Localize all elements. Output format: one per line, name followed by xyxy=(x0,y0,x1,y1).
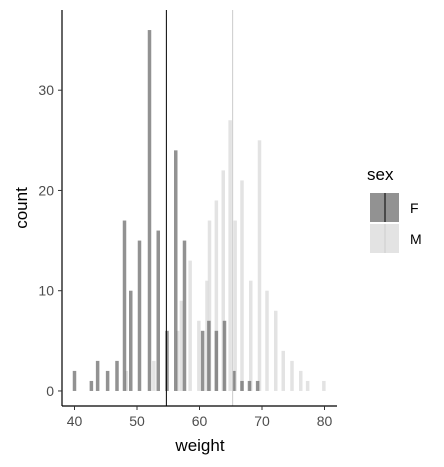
bar-m xyxy=(305,380,310,391)
bar-m xyxy=(228,120,232,391)
x-axis-title: weight xyxy=(174,436,224,455)
y-axis-title: count xyxy=(12,187,31,229)
bar-f xyxy=(255,380,260,391)
bars-layer xyxy=(72,30,326,391)
bar-f xyxy=(156,230,160,391)
legend-label-f: F xyxy=(410,200,419,216)
bar-m xyxy=(207,220,212,391)
legend-title: sex xyxy=(367,165,394,184)
bar-m xyxy=(175,330,180,391)
y-tick-label: 10 xyxy=(38,283,54,299)
bar-m xyxy=(299,370,303,391)
mean-lines-layer xyxy=(165,10,234,406)
bar-m xyxy=(274,310,278,391)
legend: sex FM xyxy=(367,165,422,253)
bar-m xyxy=(152,360,156,391)
bar-f xyxy=(115,360,119,391)
y-tick-label: 0 xyxy=(46,383,54,399)
bar-f xyxy=(214,330,219,391)
bar-f xyxy=(182,240,187,391)
x-tick-label: 50 xyxy=(129,413,145,429)
bar-m xyxy=(322,380,326,391)
bar-f xyxy=(232,370,236,391)
bar-m xyxy=(257,140,262,391)
x-tick-label: 60 xyxy=(192,413,208,429)
y-ticks: 0 10 20 30 xyxy=(38,82,62,399)
x-tick-label: 80 xyxy=(317,413,333,429)
y-tick-label: 20 xyxy=(38,182,54,198)
y-tick-label: 30 xyxy=(38,82,54,98)
bar-f xyxy=(207,320,211,391)
bar-f xyxy=(137,240,142,391)
x-tick-label: 70 xyxy=(254,413,270,429)
bar-m xyxy=(265,290,269,391)
bar-m xyxy=(240,180,244,391)
bar-f xyxy=(200,330,205,391)
bar-f xyxy=(89,380,94,391)
bar-f xyxy=(72,370,77,391)
bar-f xyxy=(240,380,244,391)
bar-m xyxy=(179,300,184,391)
bar-f xyxy=(129,290,133,391)
bar-f xyxy=(222,320,227,391)
bar-m xyxy=(188,260,192,391)
bar-m xyxy=(249,280,253,391)
bar-m xyxy=(281,350,285,391)
bar-m xyxy=(290,360,294,391)
x-tick-label: 40 xyxy=(67,413,83,429)
bar-f xyxy=(147,30,152,391)
bar-m xyxy=(233,220,237,391)
legend-label-m: M xyxy=(410,231,422,247)
bar-f xyxy=(174,150,178,391)
bar-m xyxy=(197,320,201,391)
bar-m xyxy=(124,370,129,391)
bar-f xyxy=(247,380,252,391)
bar-f xyxy=(95,360,100,391)
bar-m xyxy=(214,200,219,391)
bar-f xyxy=(105,370,110,391)
bar-f xyxy=(122,220,127,391)
bar-f xyxy=(165,330,169,391)
bar-m xyxy=(221,170,225,391)
bar-m xyxy=(205,280,209,391)
x-ticks: 40 50 60 70 80 xyxy=(67,406,333,429)
legend-entries: FM xyxy=(370,193,422,253)
